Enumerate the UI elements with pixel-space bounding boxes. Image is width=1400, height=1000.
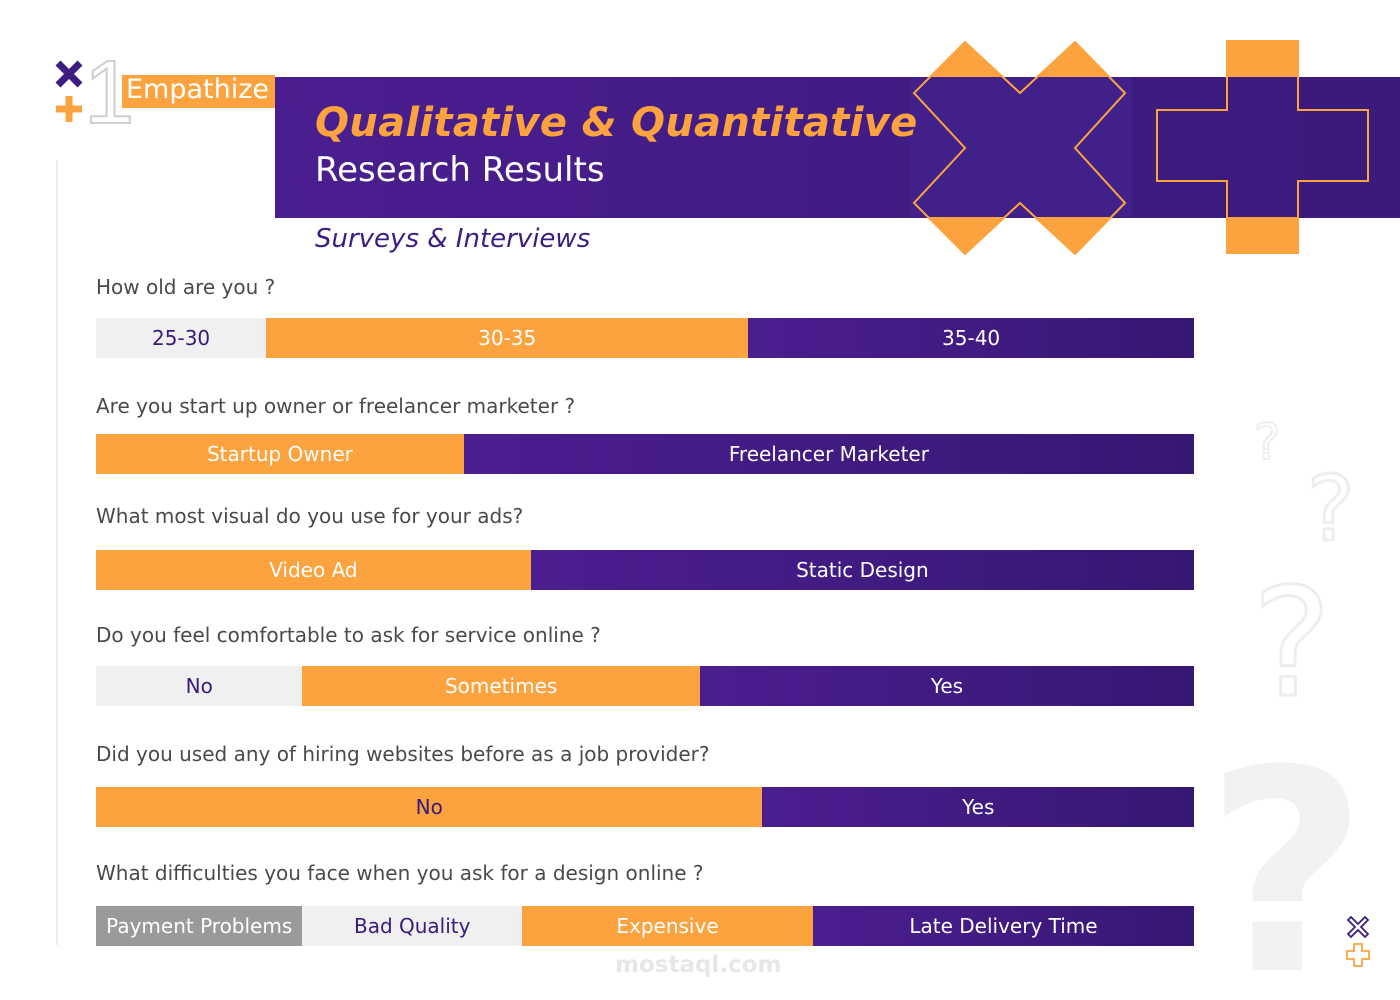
question-mark-icon: ? xyxy=(1205,720,1367,985)
decorative-cross-icon xyxy=(910,40,1132,256)
multiply-icon xyxy=(55,60,83,88)
header-band xyxy=(275,77,1400,218)
question-difficulties: What difficulties you face when you ask … xyxy=(96,861,704,885)
question-age: How old are you ? xyxy=(96,275,276,299)
answer-segment: 25-30 xyxy=(96,318,267,358)
answer-segment: 35-40 xyxy=(748,318,1194,358)
answer-segment: Static Design xyxy=(530,550,1194,590)
svg-text:?: ? xyxy=(1205,720,1367,985)
answer-segment: Bad Quality xyxy=(302,906,523,946)
answer-segment: Video Ad xyxy=(96,550,531,590)
svg-text:?: ? xyxy=(1307,460,1355,550)
decorative-plus-icon xyxy=(1156,40,1369,254)
answer-bar-hiring-websites: No Yes xyxy=(96,787,1194,827)
question-mark-icon: ? xyxy=(1251,560,1334,705)
answer-segment: Startup Owner xyxy=(96,434,464,474)
plus-outline-icon xyxy=(1346,943,1370,967)
answer-segment: Freelancer Marketer xyxy=(463,434,1194,474)
answer-segment: 30-35 xyxy=(266,318,749,358)
answer-bar-difficulties: Payment Problems Bad Quality Expensive Late… xyxy=(96,906,1194,946)
question-visual: What most visual do you use for your ads… xyxy=(96,504,524,528)
answer-segment: Sometimes xyxy=(302,666,700,706)
watermark: mostaql.com xyxy=(615,952,782,978)
svg-text:?: ? xyxy=(1254,415,1281,465)
answer-bar-age: 25-30 30-35 35-40 xyxy=(96,318,1194,358)
answer-segment: Payment Problems xyxy=(96,906,303,946)
answer-bar-comfortable: No Sometimes Yes xyxy=(96,666,1194,706)
step-label: Empathize xyxy=(126,74,270,105)
question-hiring-websites: Did you used any of hiring websites befo… xyxy=(96,742,710,766)
question-mark-icon: ? xyxy=(1306,460,1357,550)
svg-text:?: ? xyxy=(1252,560,1332,705)
page-subtitle: Research Results xyxy=(315,150,605,190)
question-comfortable: Do you feel comfortable to ask for servi… xyxy=(96,623,601,647)
answer-segment: Yes xyxy=(699,666,1194,706)
divider xyxy=(56,160,58,945)
answer-segment: No xyxy=(96,666,303,706)
answer-bar-role: Startup Owner Freelancer Marketer xyxy=(96,434,1194,474)
plus-icon xyxy=(56,96,82,122)
question-mark-icon: ? xyxy=(1253,415,1282,465)
question-role: Are you start up owner or freelancer mar… xyxy=(96,394,576,418)
step-badge xyxy=(122,75,275,108)
answer-segment: No xyxy=(96,787,763,827)
answer-segment: Yes xyxy=(762,787,1194,827)
section-subtitle: Surveys & Interviews xyxy=(315,224,591,254)
answer-segment: Expensive xyxy=(522,906,813,946)
page-title: Qualitative & Quantitative xyxy=(315,100,918,146)
multiply-outline-icon xyxy=(1346,915,1370,939)
answer-bar-visual: Video Ad Static Design xyxy=(96,550,1194,590)
answer-segment: Late Delivery Time xyxy=(812,906,1194,946)
